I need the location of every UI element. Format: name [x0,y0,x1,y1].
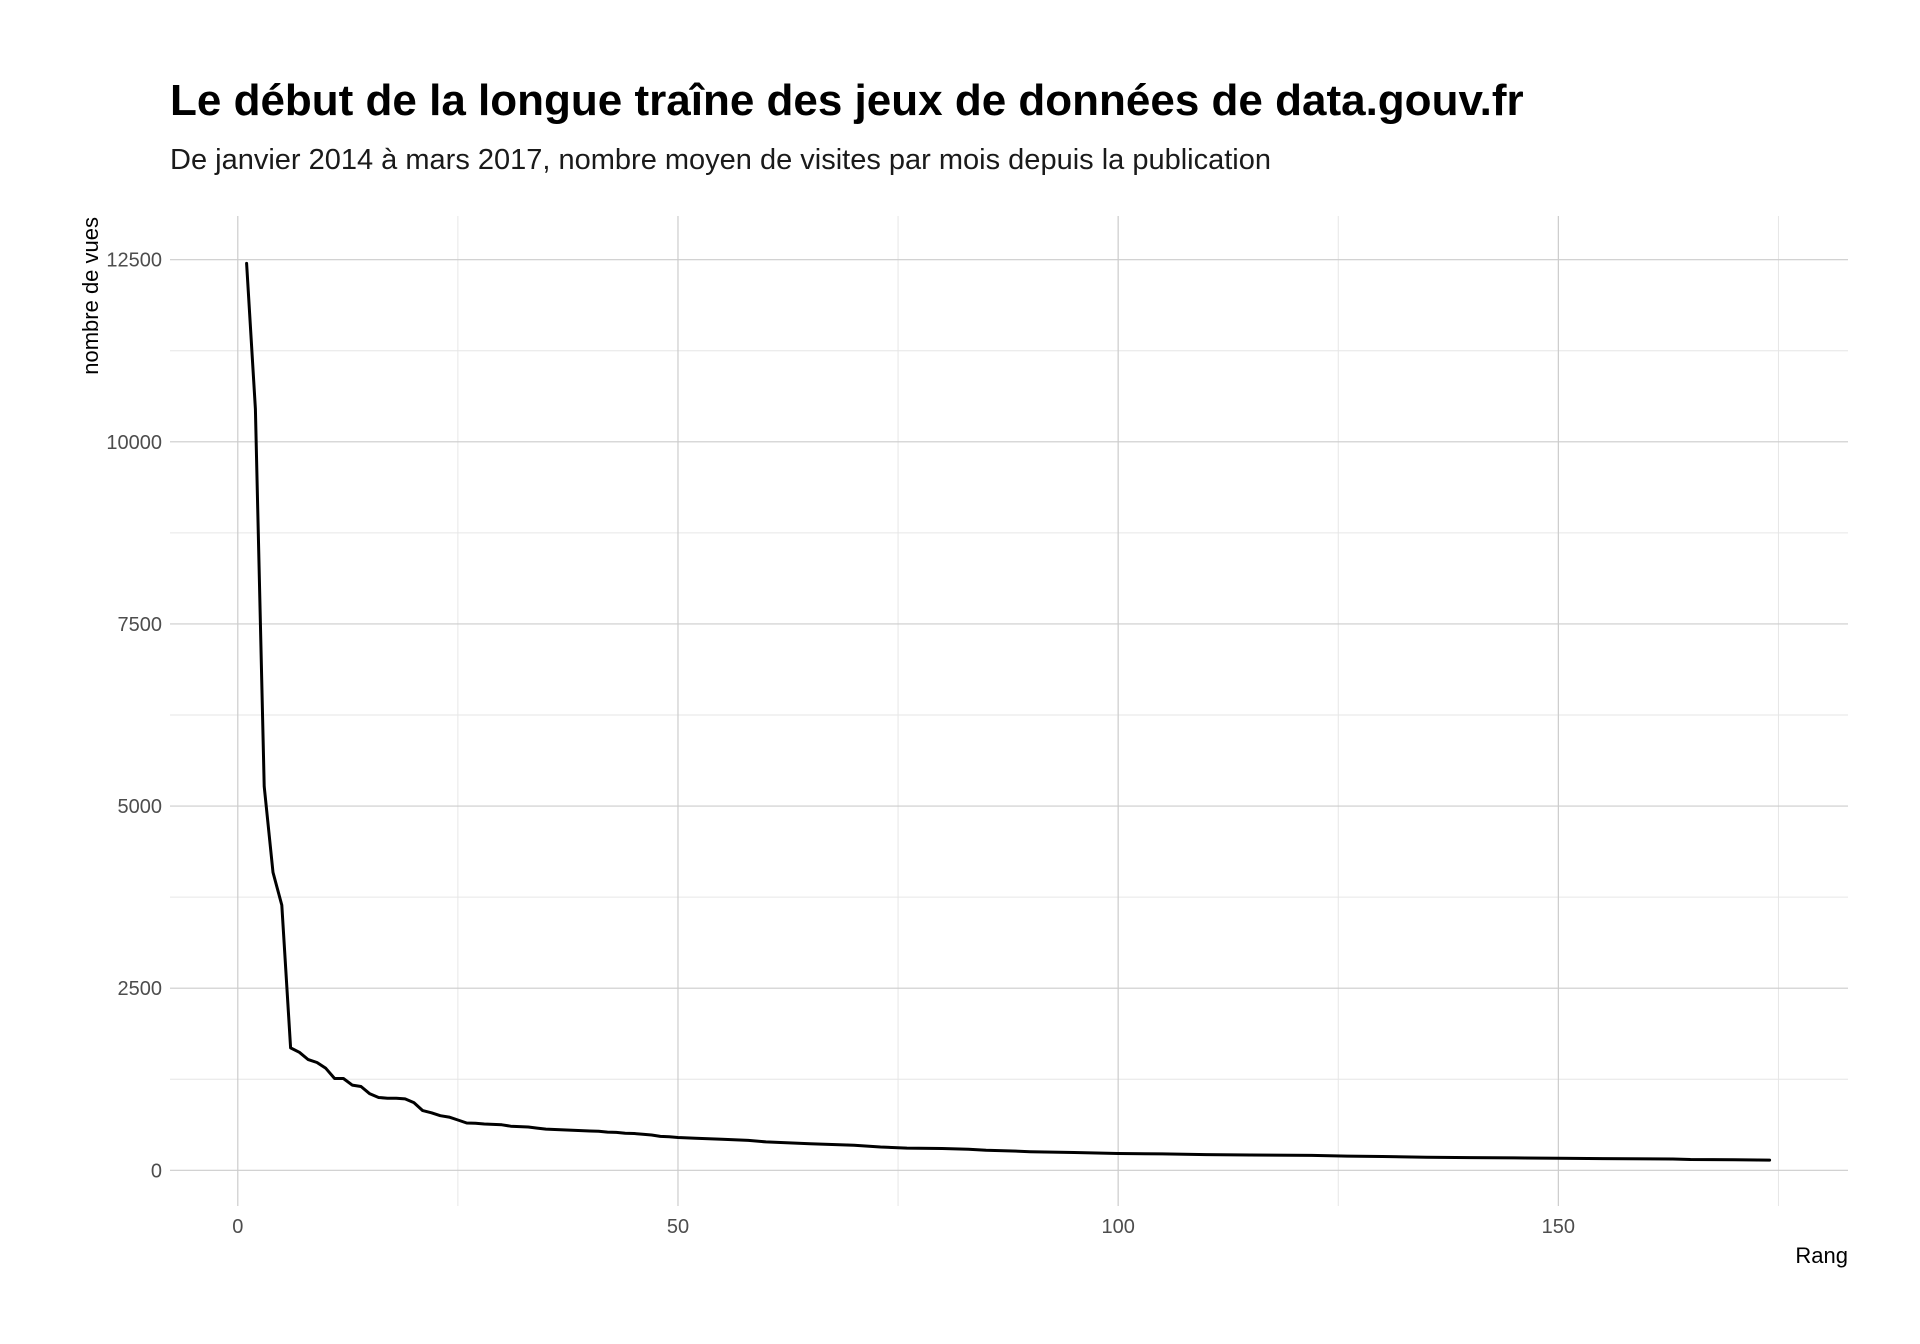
x-tick-label: 0 [232,1216,243,1238]
y-tick-label: 5000 [118,796,163,818]
chart-title: Le début de la longue traîne des jeux de… [170,76,1524,125]
major-gridlines [170,216,1848,1206]
y-axis-ticks: 0 2500 5000 7500 10000 12500 [106,250,162,1183]
minor-gridlines [170,216,1848,1206]
y-tick-label: 0 [151,1160,162,1182]
y-tick-label: 12500 [106,250,162,272]
x-tick-label: 50 [667,1216,689,1238]
y-tick-label: 2500 [118,978,163,1000]
y-axis-title: nombre de vues [78,217,103,375]
y-tick-label: 7500 [118,614,163,636]
x-axis-ticks: 0 50 100 150 [232,1216,1575,1238]
chart-subtitle: De janvier 2014 à mars 2017, nombre moye… [170,144,1271,176]
y-tick-label: 10000 [106,432,162,454]
x-tick-label: 150 [1542,1216,1575,1238]
x-axis-title: Rang [1795,1243,1848,1268]
x-tick-label: 100 [1101,1216,1134,1238]
series-line [245,261,1772,1162]
